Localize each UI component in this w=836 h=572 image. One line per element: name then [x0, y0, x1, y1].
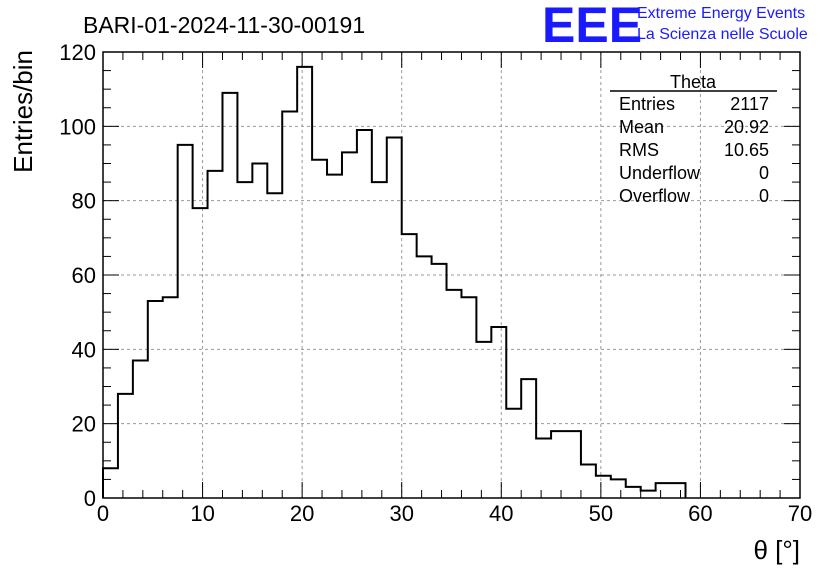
logo-mark: EEE — [542, 0, 642, 53]
y-tick-label: 80 — [72, 189, 96, 214]
histogram-line — [102, 65, 687, 498]
y-tick-label: 20 — [72, 412, 96, 437]
grid — [103, 52, 800, 498]
y-tick-labels: 0 20 40 60 80 100 120 — [59, 40, 96, 511]
stats-row-label: Underflow — [619, 163, 701, 183]
logo-line1: Extreme Energy Events — [637, 5, 805, 22]
plot-frame — [102, 51, 801, 499]
x-tick-label: 50 — [589, 501, 613, 526]
stats-title: Theta — [670, 72, 717, 92]
y-tick-label: 60 — [72, 263, 96, 288]
stats-row-value: 0 — [759, 186, 769, 206]
y-tick-label: 40 — [72, 337, 96, 362]
x-tick-labels: 0 10 20 30 40 50 60 70 — [97, 501, 812, 526]
stats-rows: Entries 2117 Mean 20.92 RMS 10.65 Underflow 0 Ov… — [619, 94, 769, 206]
x-tick-label: 60 — [688, 501, 712, 526]
stats-box: Theta Entries 2117 Mean 20.92 RMS 10.65 Underf… — [610, 72, 777, 206]
chart-title: BARI-01-2024-11-30-00191 — [83, 12, 365, 38]
x-tick-label: 30 — [389, 501, 413, 526]
axis-ticks — [102, 51, 801, 499]
x-axis-label: θ [°] — [753, 535, 800, 565]
x-tick-label: 40 — [489, 501, 513, 526]
x-tick-label: 0 — [97, 501, 109, 526]
stats-row-value: 10.65 — [724, 140, 769, 160]
logo-line2: La Scienza nelle Scuole — [637, 26, 808, 43]
stats-row-label: Mean — [619, 117, 664, 137]
logo: EEE Extreme Energy Events La Scienza nel… — [542, 0, 808, 53]
x-tick-label: 20 — [290, 501, 314, 526]
stats-row-label: Overflow — [619, 186, 691, 206]
y-tick-label: 120 — [59, 40, 96, 65]
stats-row-value: 2117 — [730, 94, 769, 114]
x-tick-label: 10 — [190, 501, 214, 526]
x-tick-label: 70 — [788, 501, 812, 526]
y-tick-label: 100 — [59, 114, 96, 139]
stats-row-value: 0 — [759, 163, 769, 183]
y-axis-label: Entries/bin — [8, 50, 38, 173]
stats-row-label: RMS — [619, 140, 659, 160]
y-tick-label: 0 — [84, 486, 96, 511]
stats-row-value: 20.92 — [724, 117, 769, 137]
stats-row-label: Entries — [619, 94, 675, 114]
